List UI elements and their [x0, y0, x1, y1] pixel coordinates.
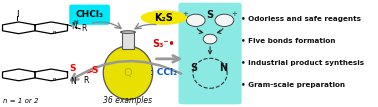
Text: K₂S: K₂S: [154, 13, 173, 23]
Text: N: N: [219, 63, 227, 74]
Text: S: S: [206, 10, 214, 20]
Circle shape: [141, 10, 187, 25]
Text: H: H: [73, 20, 78, 25]
Text: R: R: [81, 24, 86, 33]
Text: : CCl₂: : CCl₂: [150, 68, 177, 77]
Text: S₃⁻•: S₃⁻•: [152, 39, 175, 49]
FancyBboxPatch shape: [178, 3, 242, 104]
Text: R: R: [84, 76, 89, 85]
Text: S: S: [190, 63, 197, 74]
Text: +: +: [183, 11, 188, 17]
Ellipse shape: [103, 46, 153, 100]
Text: Q: Q: [124, 68, 132, 78]
Text: N: N: [70, 77, 76, 86]
Text: CHCl₃: CHCl₃: [76, 10, 104, 19]
FancyBboxPatch shape: [69, 5, 110, 25]
Text: n: n: [52, 77, 56, 82]
Text: 36 examples: 36 examples: [104, 96, 153, 105]
Bar: [121, 32, 135, 49]
Text: • Odorless and safe reagents: • Odorless and safe reagents: [241, 16, 361, 22]
Ellipse shape: [186, 14, 205, 27]
Ellipse shape: [215, 14, 234, 27]
Text: N: N: [72, 22, 77, 31]
Text: S: S: [70, 64, 76, 73]
Text: n: n: [52, 30, 56, 35]
Ellipse shape: [121, 31, 135, 33]
Text: • Industrial product synthesis: • Industrial product synthesis: [241, 60, 364, 66]
Text: n = 1 or 2: n = 1 or 2: [3, 98, 39, 104]
Ellipse shape: [203, 34, 217, 44]
Text: +: +: [232, 11, 238, 17]
Text: I: I: [16, 10, 19, 19]
Text: S: S: [91, 66, 98, 75]
Text: • Gram-scale preparation: • Gram-scale preparation: [241, 82, 345, 88]
Text: • Five bonds formation: • Five bonds formation: [241, 38, 335, 44]
